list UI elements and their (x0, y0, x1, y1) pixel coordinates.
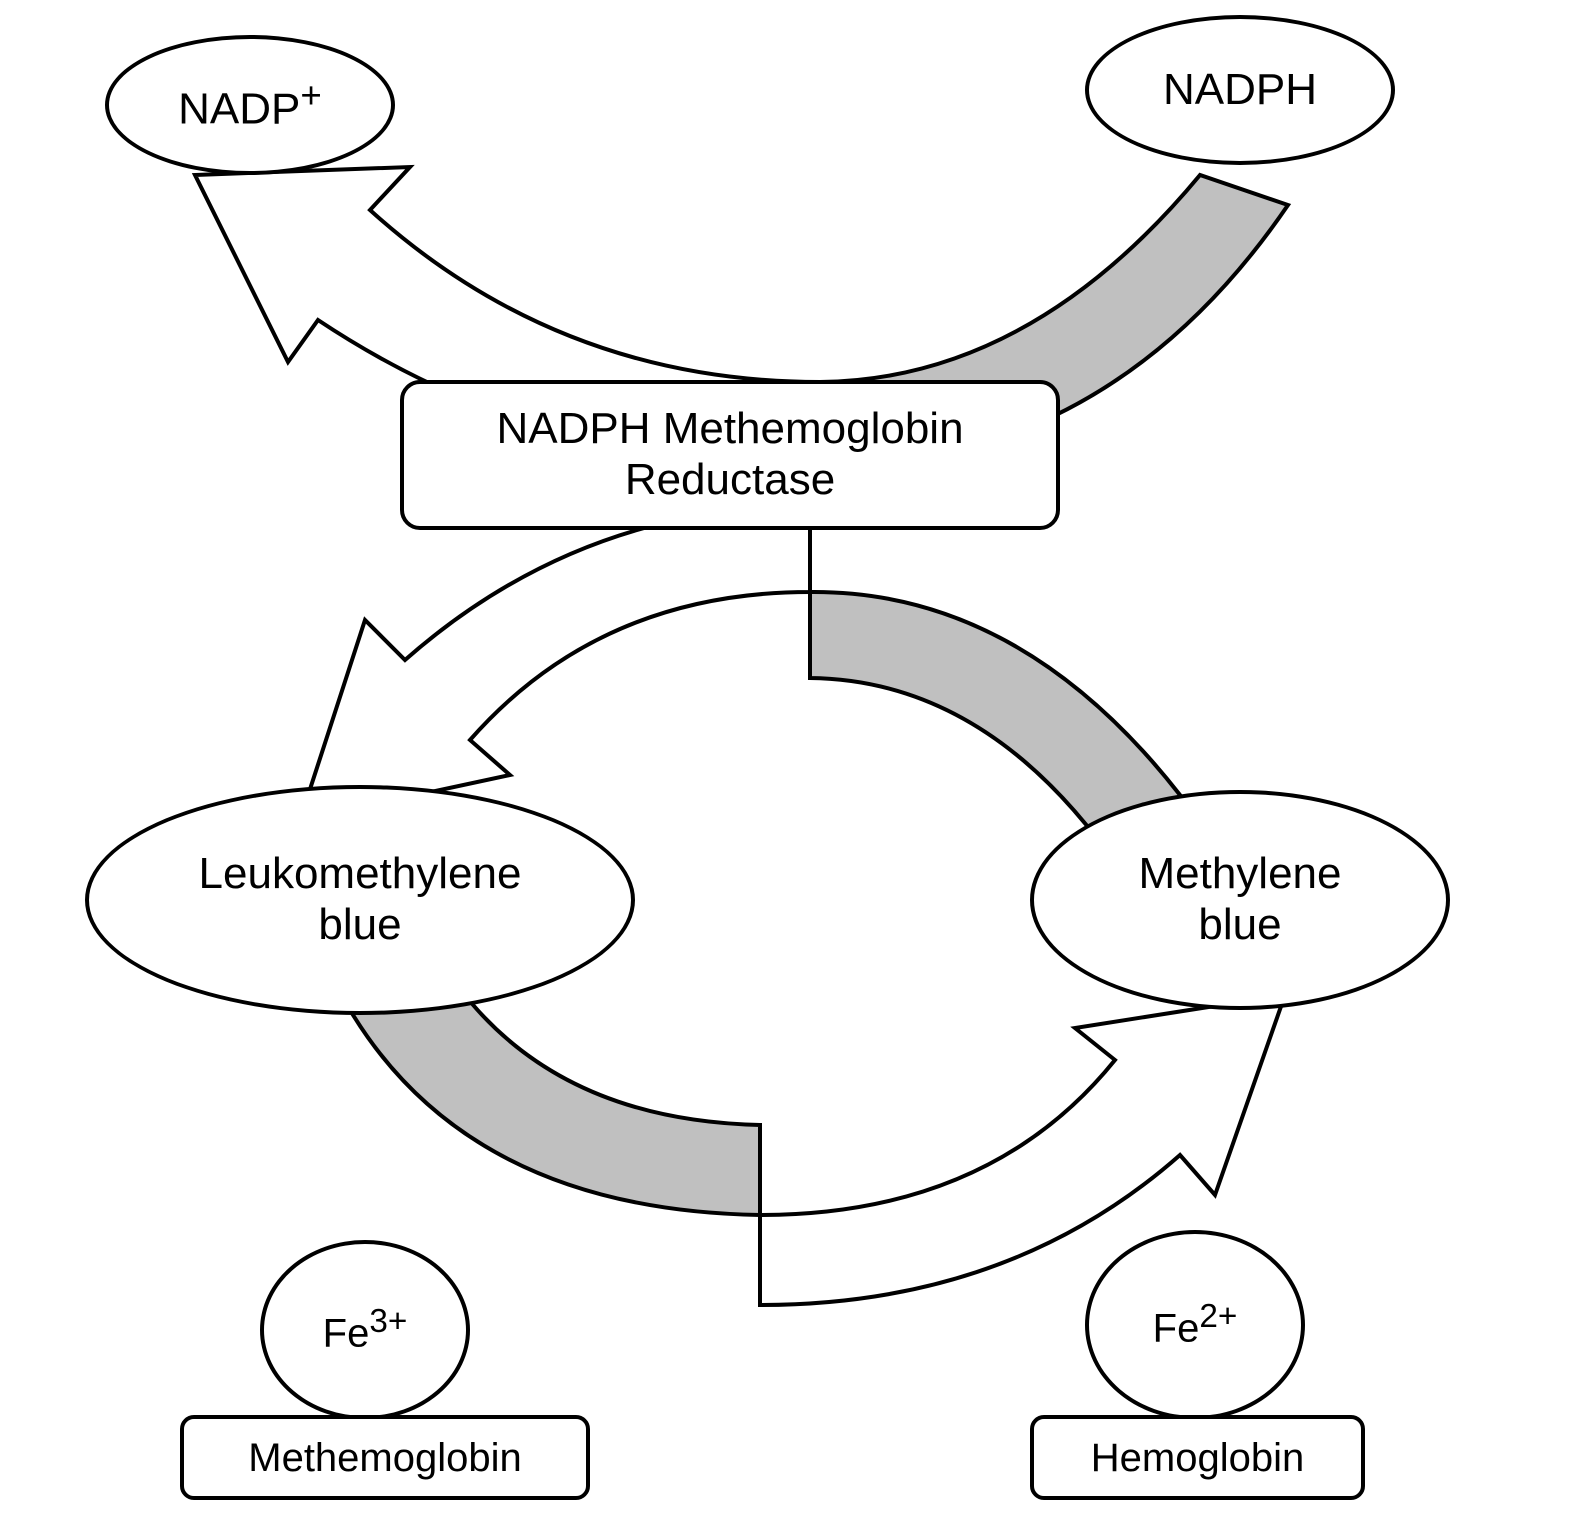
label-nadph: NADPH (1163, 65, 1317, 116)
label-nadp: NADP+ (178, 75, 322, 135)
node-nadp: NADP+ (105, 35, 395, 175)
label-fe3: Fe3+ (323, 1303, 408, 1356)
node-fe2: Fe2+ (1085, 1230, 1305, 1420)
node-hb: Hemoglobin (1030, 1415, 1365, 1500)
node-mb: Methylene blue (1030, 790, 1450, 1010)
node-enzyme: NADPH Methemoglobin Reductase (400, 380, 1060, 530)
label-mb: Methylene blue (1138, 849, 1341, 950)
label-leuko: Leukomethylene blue (199, 849, 522, 950)
arrow-layer (0, 0, 1569, 1513)
arrow-center-to-leuko (300, 506, 810, 820)
node-fe3: Fe3+ (260, 1240, 470, 1420)
node-leuko: Leukomethylene blue (85, 785, 635, 1015)
node-nadph: NADPH (1085, 15, 1395, 165)
label-fe2: Fe2+ (1153, 1298, 1238, 1351)
label-methb: Methemoglobin (248, 1435, 522, 1481)
label-hb: Hemoglobin (1091, 1435, 1304, 1481)
node-methb: Methemoglobin (180, 1415, 590, 1500)
label-enzyme: NADPH Methemoglobin Reductase (496, 404, 963, 505)
diagram-stage: NADP+ NADPH NADPH Methemoglobin Reductas… (0, 0, 1569, 1513)
